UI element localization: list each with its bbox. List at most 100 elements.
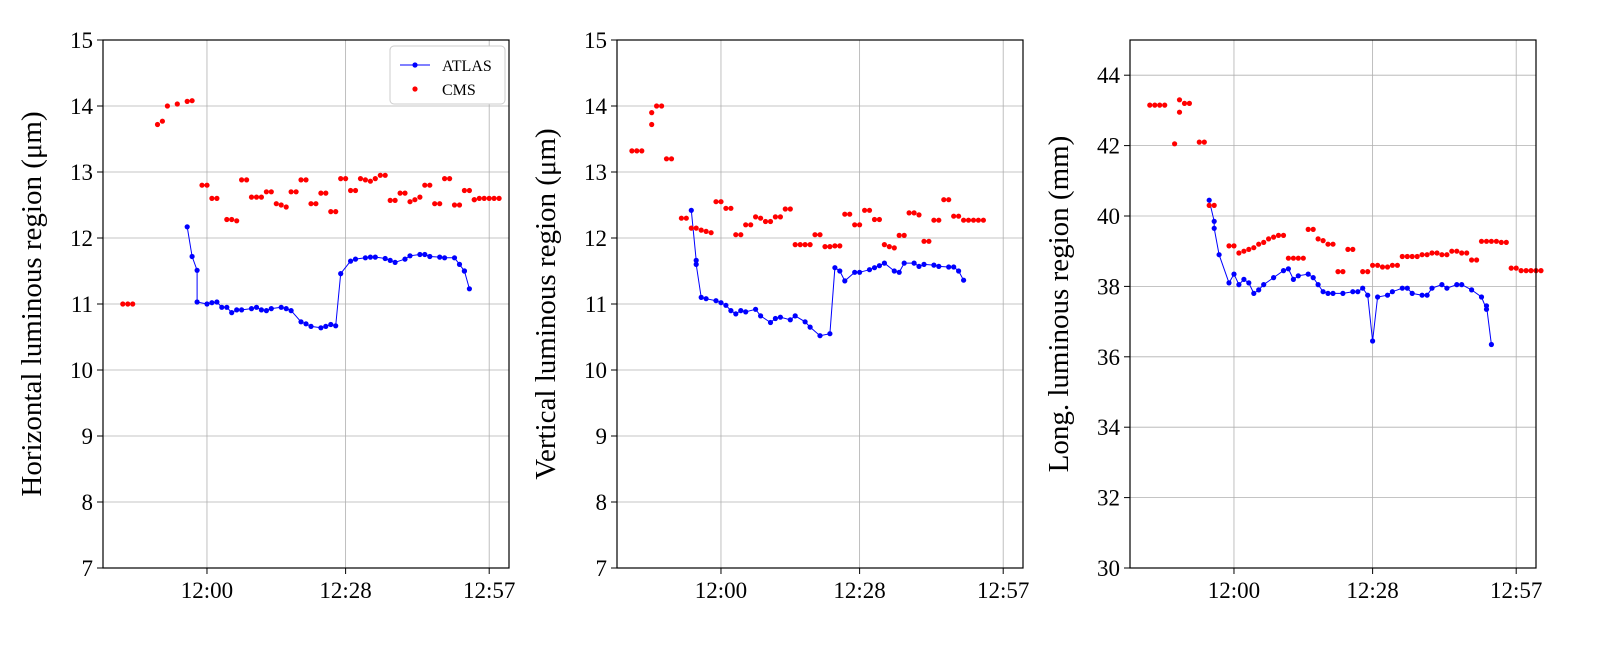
data-point (461, 187, 467, 194)
data-point (1478, 294, 1485, 300)
y-tick-label: 11 (71, 292, 93, 317)
data-point (787, 206, 793, 212)
data-point (767, 218, 774, 225)
y-tick-label: 38 (1097, 274, 1120, 299)
y-axis-label: Vertical luminous region (μm) (530, 128, 562, 479)
data-point (807, 324, 813, 330)
data-point (278, 304, 284, 310)
data-point (857, 222, 863, 228)
x-tick-label: 12:00 (695, 578, 747, 603)
data-point (1404, 285, 1410, 291)
data-point (1176, 97, 1183, 103)
data-point (1399, 253, 1405, 260)
legend-label: CMS (442, 82, 476, 99)
data-point (852, 222, 858, 228)
data-point (1379, 264, 1386, 270)
data-point (1370, 338, 1376, 344)
data-point (496, 195, 502, 201)
data-point (832, 243, 838, 249)
data-point (417, 251, 423, 258)
data-point (1310, 275, 1316, 281)
data-point (852, 269, 858, 275)
data-point (728, 308, 734, 314)
data-point (219, 304, 225, 310)
data-point (1152, 102, 1158, 108)
data-point (194, 267, 200, 273)
data-point (1365, 292, 1371, 298)
y-tick-label: 44 (1097, 63, 1121, 88)
series-cms (629, 103, 987, 251)
data-point (1330, 290, 1336, 296)
data-point (748, 222, 754, 228)
data-point (1409, 253, 1415, 260)
data-point (946, 264, 952, 270)
data-point (713, 199, 719, 205)
data-point (268, 189, 274, 195)
data-point (427, 182, 433, 188)
y-tick-label: 42 (1097, 134, 1120, 159)
data-point (451, 255, 458, 261)
y-tick-label: 8 (596, 490, 608, 515)
data-point (298, 177, 304, 183)
data-point (817, 232, 823, 238)
data-point (229, 216, 235, 223)
data-point (308, 201, 314, 207)
data-point (956, 268, 962, 274)
data-point (718, 199, 724, 205)
data-point (817, 333, 823, 339)
y-tick-label: 13 (70, 160, 93, 185)
data-point (1285, 266, 1291, 272)
data-point (1211, 218, 1217, 224)
data-point (1375, 294, 1381, 300)
data-point (367, 254, 373, 260)
data-point (1251, 290, 1257, 296)
data-point (407, 199, 413, 205)
data-point (649, 121, 655, 128)
data-point (333, 323, 339, 329)
y-tick-label: 7 (82, 556, 94, 581)
data-point (234, 218, 240, 224)
data-point (318, 325, 324, 331)
legend: ATLAS CMS (389, 45, 506, 105)
data-point (693, 257, 699, 263)
y-tick-label: 34 (1097, 415, 1121, 440)
data-point (1360, 285, 1366, 291)
data-point (965, 217, 972, 223)
data-point (422, 182, 428, 188)
data-point (911, 210, 917, 216)
data-point (951, 264, 957, 270)
data-point (1384, 292, 1391, 298)
data-point (1429, 285, 1435, 291)
data-point (871, 216, 878, 223)
data-point (931, 262, 937, 268)
data-point (827, 244, 833, 250)
data-point (372, 254, 378, 260)
data-point (184, 224, 190, 230)
data-point (926, 238, 932, 244)
data-point (1434, 250, 1440, 256)
data-point (194, 299, 200, 305)
data-point (476, 195, 482, 201)
data-point (743, 309, 749, 315)
data-point (442, 255, 448, 261)
data-point (777, 314, 784, 320)
data-point (1186, 100, 1192, 106)
data-point (1469, 287, 1475, 293)
legend-box (389, 45, 506, 105)
data-point (1241, 248, 1247, 254)
data-point (654, 103, 660, 109)
data-point (827, 331, 833, 337)
data-point (323, 323, 329, 329)
data-point (698, 294, 704, 300)
data-point (367, 178, 373, 184)
data-point (758, 313, 764, 319)
data-point (837, 268, 843, 274)
data-point (1246, 280, 1252, 286)
data-point (288, 189, 294, 195)
data-point (1285, 255, 1291, 261)
data-point (1206, 202, 1212, 208)
data-point (1394, 262, 1400, 268)
data-point (1370, 262, 1376, 268)
data-point (1459, 282, 1465, 288)
y-tick-label: 10 (584, 358, 607, 383)
